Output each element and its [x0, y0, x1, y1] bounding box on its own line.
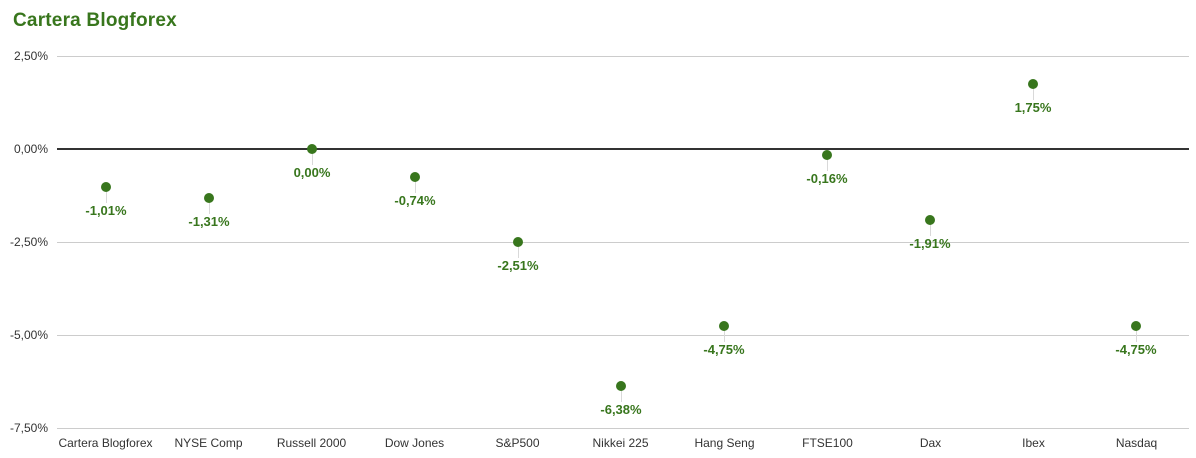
point-value-label: -0,74%: [394, 193, 436, 208]
point-value-label: -1,31%: [188, 214, 230, 229]
point-stem: [209, 198, 210, 214]
y-axis-tick-label: 0,00%: [13, 142, 48, 156]
y-axis-tick-label: -5,00%: [9, 328, 48, 342]
gridline: [57, 428, 1189, 429]
zero-baseline: [57, 148, 1189, 150]
x-axis-category-label: Russell 2000: [276, 436, 347, 450]
point-stem: [1033, 84, 1034, 100]
point-value-label: -1,91%: [909, 236, 951, 251]
chart-title: Cartera Blogforex: [13, 10, 177, 31]
point-stem: [930, 220, 931, 236]
data-point[interactable]: [1131, 321, 1141, 331]
point-value-label: -0,16%: [806, 171, 848, 186]
point-value-label: -1,01%: [85, 203, 127, 218]
point-stem: [518, 242, 519, 258]
point-stem: [621, 386, 622, 402]
point-stem: [827, 155, 828, 171]
y-axis-tick-label: -2,50%: [9, 235, 48, 249]
gridline: [57, 335, 1189, 336]
point-stem: [312, 149, 313, 165]
x-axis-category-label: Cartera Blogforex: [58, 436, 153, 450]
x-axis-category-label: S&P500: [495, 436, 540, 450]
x-axis-category-label: Hang Seng: [694, 436, 755, 450]
data-point[interactable]: [307, 144, 317, 154]
point-stem: [106, 187, 107, 203]
gridline: [57, 56, 1189, 57]
data-point[interactable]: [719, 321, 729, 331]
point-value-label: 1,75%: [1014, 100, 1052, 115]
x-axis-category-label: Nasdaq: [1115, 436, 1158, 450]
point-value-label: -6,38%: [600, 402, 642, 417]
data-point[interactable]: [410, 172, 420, 182]
data-point[interactable]: [101, 182, 111, 192]
x-axis-category-label: Ibex: [1022, 436, 1045, 450]
point-value-label: -2,51%: [497, 258, 539, 273]
data-point[interactable]: [925, 215, 935, 225]
point-stem: [1136, 326, 1137, 342]
x-axis-category-label: FTSE100: [802, 436, 853, 450]
data-point[interactable]: [1028, 79, 1038, 89]
x-axis-category-label: Dax: [919, 436, 942, 450]
point-value-label: 0,00%: [293, 165, 331, 180]
point-stem: [415, 177, 416, 193]
data-point[interactable]: [822, 150, 832, 160]
gridline: [57, 242, 1189, 243]
x-axis-category-label: NYSE Comp: [174, 436, 243, 450]
point-value-label: -4,75%: [1115, 342, 1157, 357]
point-value-label: -4,75%: [703, 342, 745, 357]
point-stem: [724, 326, 725, 342]
x-axis-category-label: Nikkei 225: [592, 436, 649, 450]
y-axis-tick-label: -7,50%: [9, 421, 48, 435]
data-point[interactable]: [204, 193, 214, 203]
y-axis-tick-label: 2,50%: [13, 49, 48, 63]
x-axis-category-label: Dow Jones: [384, 436, 445, 450]
data-point[interactable]: [513, 237, 523, 247]
data-point[interactable]: [616, 381, 626, 391]
